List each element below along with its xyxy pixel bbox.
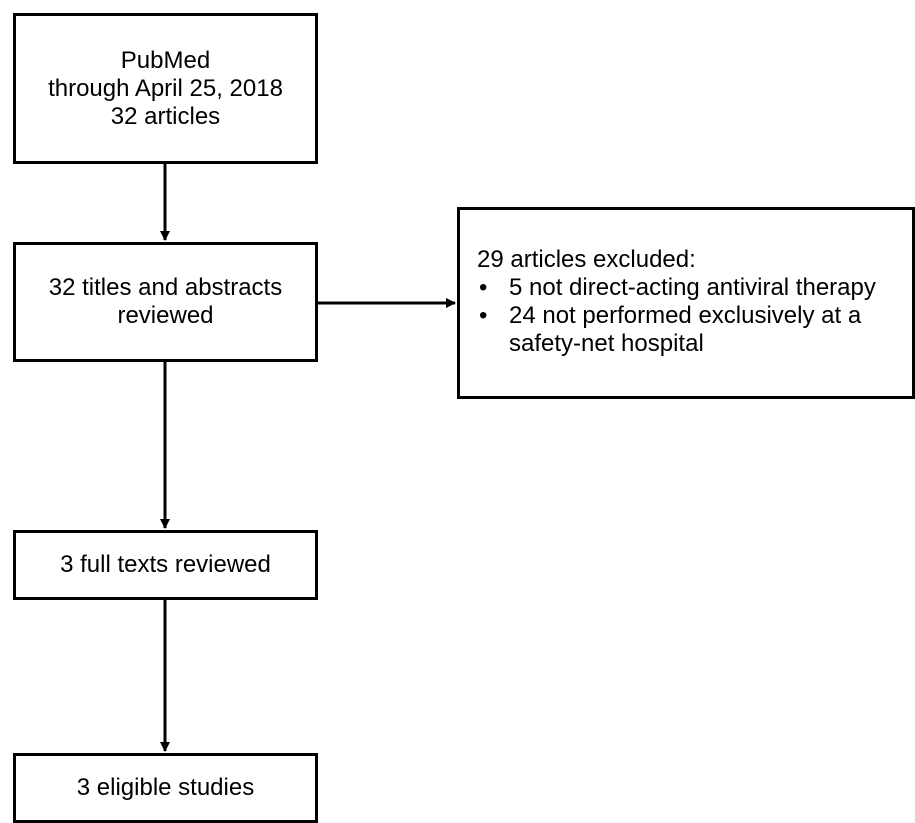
eligible-text: 3 eligible studies (76, 774, 255, 801)
exclusion-reason-item: • 24 not performed exclusively at a safe… (477, 302, 902, 358)
bullet-icon: • (479, 302, 488, 329)
titles-abstracts-box: 32 titles and abstracts reviewed (13, 242, 318, 362)
pubmed-date-text: through April 25, 2018 (48, 74, 283, 102)
fulltext-text: 3 full texts reviewed (60, 551, 271, 578)
bullet-icon: • (479, 274, 488, 301)
pubmed-count-text: 32 articles (110, 102, 221, 130)
pubmed-source-text: PubMed (120, 46, 211, 74)
excluded-articles-box: 29 articles excluded: • 5 not direct-act… (457, 207, 915, 399)
full-texts-box: 3 full texts reviewed (13, 530, 318, 600)
pubmed-search-box: PubMed through April 25, 2018 32 article… (13, 13, 318, 164)
exclusion-reason-text: 24 not performed exclusively at a safety… (509, 302, 862, 357)
eligible-studies-box: 3 eligible studies (13, 753, 318, 823)
exclusion-reason-text: 5 not direct-acting antiviral therapy (509, 274, 876, 301)
titles-line-2: reviewed (117, 302, 214, 329)
exclusion-reason-item: • 5 not direct-acting antiviral therapy (477, 274, 902, 302)
titles-line-1: 32 titles and abstracts (48, 274, 283, 301)
exclusion-reasons-list: • 5 not direct-acting antiviral therapy … (477, 274, 902, 358)
excluded-heading: 29 articles excluded: (477, 246, 696, 273)
